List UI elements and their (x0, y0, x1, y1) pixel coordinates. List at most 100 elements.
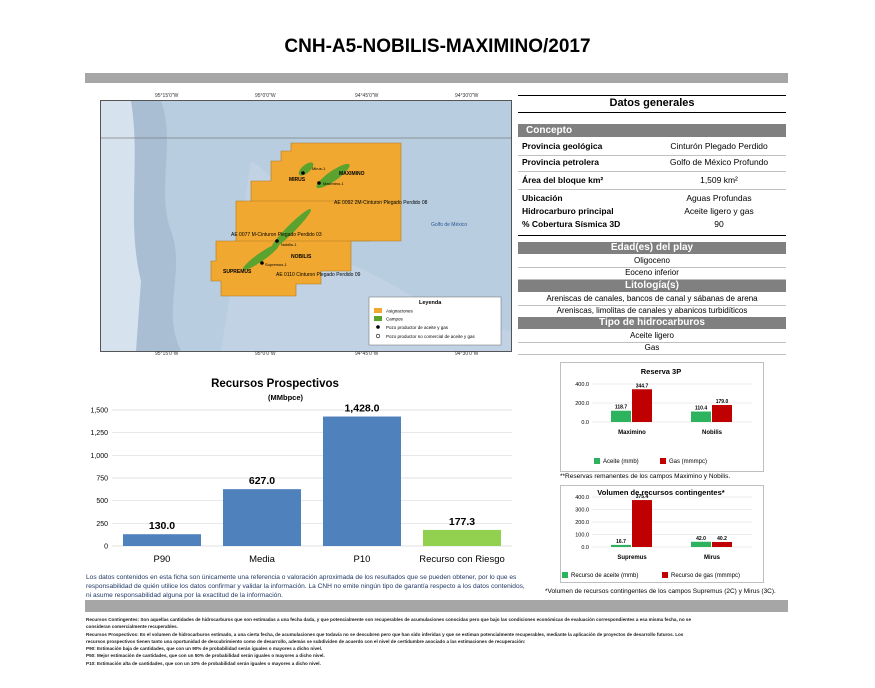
datos-row-key: Provincia geológica (522, 141, 603, 151)
bar-p90 (123, 534, 201, 546)
section-header: Litología(s) (518, 280, 786, 292)
legend-label: Aceite (mmb) (603, 459, 639, 465)
location-map: Mirus-1 MIRUS Maximino-1 MAXIMINO Nobili… (100, 100, 512, 352)
y-tick-label: 400.0 (575, 382, 589, 388)
y-tick-label: 0.0 (581, 545, 589, 551)
datos-row-divider (518, 171, 786, 172)
bar-value-label: 110.4 (695, 406, 707, 412)
section-value: Aceite ligero (629, 331, 675, 340)
lbl-maximino: MAXIMINO (339, 171, 365, 177)
y-tick-label: 0 (104, 544, 108, 551)
section-divider (518, 267, 786, 268)
datos-row-value: Aceite ligero y gas (684, 206, 754, 216)
y-tick-label: 300.0 (575, 508, 589, 514)
datos-row-value: 1,509 km² (700, 175, 738, 185)
bar-value-label: 344.7 (636, 383, 649, 389)
legend-title: Leyenda (419, 300, 442, 306)
field-nobilis (271, 209, 311, 249)
lbl-area3: AE 0110 Cinturon Plegado Perdido 09 (276, 272, 361, 278)
bar-value-label: 627.0 (249, 475, 275, 487)
section-value: Oligoceno (633, 256, 671, 265)
lon-tick-bottom-2: 94°45'0"W (355, 351, 379, 357)
small-chart-title: Volumen de recursos contingentes* (597, 488, 724, 497)
y-tick-label: 1,250 (90, 430, 108, 437)
legend-box (368, 296, 502, 346)
lon-tick-bottom-3: 94°30'0"W (455, 351, 479, 357)
well-mirus-icon (301, 171, 305, 175)
chart-reserva-frame (560, 362, 764, 472)
x-tick-label: Mirus (704, 555, 721, 561)
lbl-gulf: Golfo de México (431, 222, 467, 228)
legend-campos-swatch (374, 316, 382, 321)
reserva-note: **Reservas remanentes de los campos Maxi… (560, 473, 731, 480)
footnote-line: Recursos Contingentes: Son aquellas cant… (86, 617, 692, 622)
chart-recursos-prospectivos: 0 250 500 750 1,000 1,250 1,500 130.0 P90 627.0 Me… (90, 403, 512, 565)
footnote-line: P90: Estimación baja de cantidades, que … (86, 646, 323, 652)
lbl-well-mirus: Mirus-1 (312, 166, 326, 171)
y-tick-label: 0.0 (581, 420, 589, 426)
map-canvas: Mirus-1 MIRUS Maximino-1 MAXIMINO Nobili… (101, 101, 511, 351)
lbl-mirus: MIRUS (289, 177, 306, 183)
datos-row-key: Provincia petrolera (522, 157, 600, 167)
bar-supremus-1 (632, 500, 652, 547)
x-tick-label: Nobilis (702, 430, 723, 436)
x-tick-label: Recurso con Riesgo (419, 554, 505, 565)
lon-tick-bottom-1: 95°0'0"W (255, 351, 276, 357)
y-tick-label: 200.0 (575, 401, 589, 407)
lbl-well-maximino: Maximino-1 (323, 181, 344, 186)
field-maximino (316, 163, 350, 189)
y-tick-label: 200.0 (575, 520, 589, 526)
section-divider (518, 342, 786, 343)
page-title: CNH-A5-NOBILIS-MAXIMINO/2017 (284, 36, 591, 57)
recursos-title: Recursos Prospectivos (211, 378, 339, 390)
legend-noncommercial-well-icon (375, 333, 381, 339)
bar-maximino-0 (611, 410, 631, 422)
chart-reserva-3p: Reserva 3P 0.0 200.0 400.0 118.7 344.7 Maximin… (575, 367, 752, 465)
section-header: Tipo de hidrocarburos (518, 317, 786, 329)
datos-table-end (518, 235, 786, 236)
bar-media (223, 489, 301, 546)
lon-tick-top-3: 94°30'0"W (455, 93, 479, 99)
map-legend: Leyenda Asignaciones Campos Pozo product… (368, 296, 502, 346)
well-supremus-icon (260, 261, 264, 265)
lbl-area1-text: AE 0092 2M-Cinturon Plegado Perdido 08 (334, 200, 428, 206)
section-value: Eoceno inferior (625, 268, 679, 277)
legend-swatch (662, 572, 668, 578)
bar-mirus-0 (691, 541, 711, 547)
legend-swatch (594, 458, 600, 464)
legend-campos: Campos (386, 317, 404, 322)
datos-row-key: Área del bloque km² (522, 175, 604, 185)
bar-maximino-1 (632, 389, 652, 422)
bar-supremus-0 (611, 544, 631, 547)
footer-band (85, 600, 788, 612)
bar-value-label: 375.4 (636, 494, 649, 500)
y-tick-label: 500 (96, 498, 108, 505)
x-tick-label: Media (249, 554, 276, 565)
bar-value-label: 16.7 (616, 539, 626, 545)
legend-asignaciones-swatch (374, 308, 382, 313)
bar-value-label: 177.3 (449, 516, 475, 528)
datos-row-key: Hidrocarburo principal (522, 206, 614, 216)
section-value: Gas (644, 343, 660, 352)
lbl-area2: AE 0077 M-Cinturon Plegado Perdido 03 (231, 232, 322, 238)
lon-tick-top-0: 95°15'0"W (155, 93, 179, 99)
lbl-supremus: SUPREMUS (223, 269, 252, 275)
lbl-nobilis: NOBILIS (291, 254, 312, 260)
bar-nobilis-1 (712, 404, 732, 422)
y-tick-label: 1,500 (90, 408, 108, 415)
bar-mirus-1 (712, 541, 732, 547)
legend-label: Gas (mmmpc) (669, 459, 707, 465)
datos-row-key: Ubicación (522, 193, 563, 203)
section-divider (518, 305, 786, 306)
y-tick-label: 750 (96, 476, 108, 483)
chart-recursos-contingentes: Volumen de recursos contingentes* 0.0 100.… (562, 488, 752, 579)
recursos-unit: (MMbpce) (268, 393, 303, 402)
datos-row-divider (518, 189, 786, 190)
bar-value-label: 42.0 (696, 536, 706, 542)
x-tick-label: Supremus (617, 555, 647, 561)
legend-well-icon (376, 325, 380, 329)
small-chart-title: Reserva 3P (641, 367, 681, 376)
legend-pozo-nc: Pozo productor no comercial de aceite y … (386, 334, 476, 339)
bar-value-label: 130.0 (149, 520, 175, 532)
bar-value-label: 118.7 (615, 405, 627, 411)
